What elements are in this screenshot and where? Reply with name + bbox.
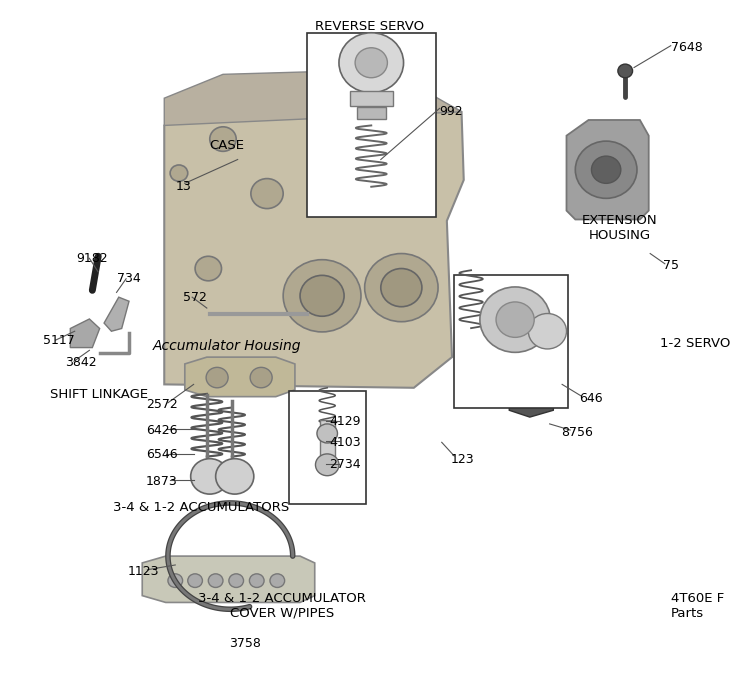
Polygon shape [566, 120, 649, 219]
Text: 2734: 2734 [330, 458, 361, 471]
Circle shape [315, 454, 339, 475]
Text: 7648: 7648 [671, 41, 703, 54]
Circle shape [229, 574, 243, 587]
Text: 6546: 6546 [146, 448, 178, 461]
Text: CASE: CASE [209, 139, 244, 153]
Polygon shape [70, 319, 100, 348]
Circle shape [250, 368, 272, 387]
Circle shape [170, 165, 188, 181]
Text: REVERSE SERVO: REVERSE SERVO [315, 20, 425, 33]
Circle shape [216, 459, 254, 494]
Circle shape [592, 156, 621, 183]
Circle shape [206, 368, 228, 387]
Bar [289, 391, 366, 504]
Circle shape [365, 254, 438, 322]
Circle shape [249, 574, 264, 587]
Bar [454, 275, 568, 408]
Text: 4103: 4103 [330, 436, 361, 449]
Text: 992: 992 [440, 105, 463, 118]
Circle shape [270, 574, 285, 587]
Polygon shape [509, 383, 555, 417]
Polygon shape [164, 71, 461, 126]
Circle shape [618, 64, 633, 78]
Circle shape [355, 48, 387, 78]
Circle shape [480, 287, 551, 352]
Text: 13: 13 [175, 180, 191, 193]
Bar [350, 91, 392, 106]
Text: 3-4 & 1-2 ACCUMULATOR
COVER W/PIPES: 3-4 & 1-2 ACCUMULATOR COVER W/PIPES [198, 592, 366, 620]
Circle shape [300, 275, 344, 316]
Text: 646: 646 [579, 392, 603, 405]
Circle shape [208, 574, 223, 587]
Text: 8756: 8756 [561, 425, 592, 438]
Text: 123: 123 [451, 453, 474, 466]
Text: 5117: 5117 [43, 334, 75, 347]
Text: 2572: 2572 [146, 398, 178, 412]
Circle shape [168, 574, 183, 587]
Text: SHIFT LINKAGE: SHIFT LINKAGE [50, 388, 148, 401]
Bar [357, 107, 386, 120]
Circle shape [339, 33, 404, 93]
Text: 1123: 1123 [127, 565, 159, 578]
Circle shape [380, 269, 422, 306]
Circle shape [575, 141, 637, 199]
Text: 75: 75 [664, 258, 679, 271]
Circle shape [317, 424, 338, 443]
Circle shape [210, 127, 236, 151]
Circle shape [191, 459, 229, 494]
Text: Accumulator Housing: Accumulator Housing [152, 339, 301, 352]
Polygon shape [142, 556, 315, 602]
Polygon shape [185, 357, 295, 396]
Text: 3842: 3842 [65, 356, 97, 369]
Text: 1-2 SERVO: 1-2 SERVO [660, 337, 730, 350]
Bar [320, 420, 335, 471]
Text: 6426: 6426 [146, 425, 178, 437]
Text: 3-4 & 1-2 ACCUMULATORS: 3-4 & 1-2 ACCUMULATORS [113, 501, 289, 514]
Text: 4129: 4129 [330, 416, 361, 429]
Circle shape [251, 179, 283, 209]
Circle shape [195, 256, 222, 281]
Polygon shape [164, 85, 464, 387]
Text: 4T60E F
Parts: 4T60E F Parts [671, 592, 724, 620]
Text: 9182: 9182 [76, 252, 108, 264]
Text: 572: 572 [183, 291, 207, 304]
Text: EXTENSION
HOUSING: EXTENSION HOUSING [581, 214, 657, 242]
Circle shape [528, 313, 566, 349]
Bar [307, 34, 436, 217]
Circle shape [496, 302, 534, 337]
Circle shape [283, 260, 361, 332]
Text: 734: 734 [117, 272, 140, 285]
Polygon shape [104, 297, 129, 331]
Circle shape [188, 574, 202, 587]
Text: 1873: 1873 [146, 475, 178, 488]
Text: 3758: 3758 [229, 637, 261, 650]
